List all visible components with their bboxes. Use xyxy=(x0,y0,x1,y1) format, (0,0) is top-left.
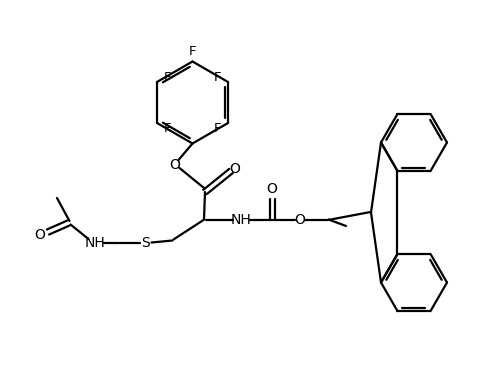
Text: F: F xyxy=(164,71,172,84)
Text: O: O xyxy=(169,158,180,172)
Text: S: S xyxy=(141,236,150,250)
Text: O: O xyxy=(34,228,45,242)
Text: F: F xyxy=(189,45,196,58)
Text: O: O xyxy=(294,212,305,226)
Text: NH: NH xyxy=(231,212,252,226)
Text: O: O xyxy=(229,161,240,175)
Text: F: F xyxy=(213,71,221,84)
Text: F: F xyxy=(213,121,221,135)
Text: NH: NH xyxy=(84,236,105,250)
Text: F: F xyxy=(164,121,172,135)
Text: O: O xyxy=(266,182,277,195)
